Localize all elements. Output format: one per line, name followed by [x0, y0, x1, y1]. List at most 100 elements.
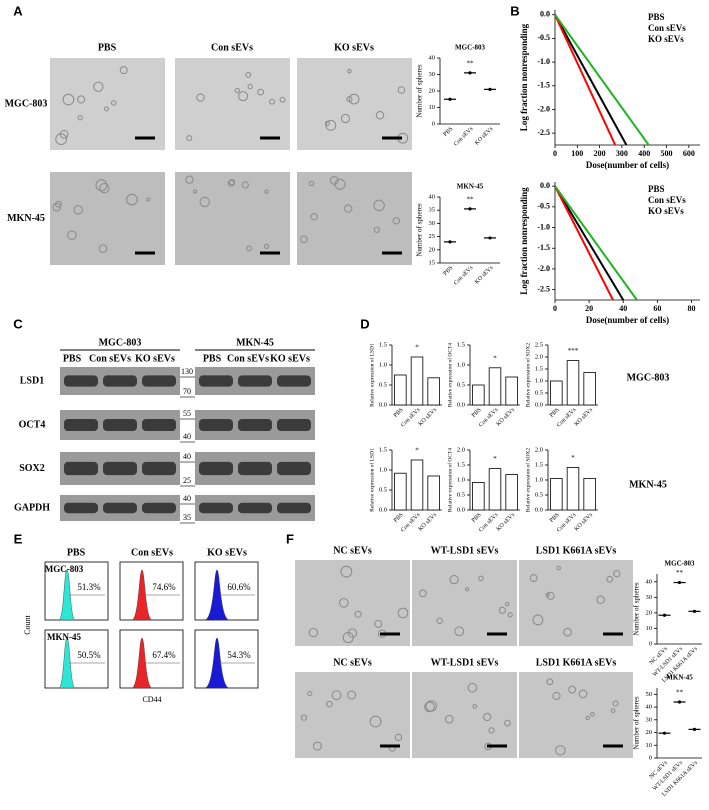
cell-sphere: [77, 115, 83, 121]
bar: [472, 481, 485, 511]
cell-sphere: [307, 691, 313, 697]
blot-band: [103, 502, 137, 514]
cell-sphere: [111, 100, 117, 106]
cell-sphere: [373, 226, 380, 233]
x-tick-label: PBS: [549, 512, 561, 524]
lane-label: Con sEVs: [89, 353, 131, 364]
y-tick-label: 1.5: [379, 446, 387, 453]
cell-sphere: [196, 93, 205, 102]
cell-sphere: [279, 96, 286, 103]
bar: [472, 384, 485, 406]
cell-sphere: [339, 598, 349, 608]
cell-sphere: [308, 180, 315, 187]
blot-band: [238, 502, 272, 514]
x-tick-label: 40: [619, 304, 627, 313]
y-tick-label: 30: [646, 716, 653, 723]
row-label: MKN-45: [7, 213, 45, 224]
y-tick-label: 1.0: [457, 361, 465, 368]
cell-sphere: [241, 181, 249, 189]
blot-band: [103, 375, 137, 387]
y-tick-label: 0.0: [540, 10, 550, 19]
bar: [488, 468, 502, 511]
x-tick-label: 0: [553, 304, 557, 313]
lane-label: KO sEVs: [270, 353, 310, 364]
cell-sphere: [186, 135, 193, 142]
y-tick-label: 0.0: [540, 181, 550, 190]
significance: *: [415, 344, 419, 352]
cell-sphere: [340, 113, 351, 124]
row-label: MKN-45: [629, 479, 667, 490]
panel-letter: B: [510, 3, 519, 18]
blot-band: [64, 461, 98, 476]
histogram-frame: [44, 561, 109, 621]
cell-sphere: [354, 610, 362, 618]
y-tick-label: 1.0: [535, 377, 543, 384]
cell-sphere: [340, 565, 353, 578]
bar: [427, 475, 440, 511]
histogram-frame: [194, 629, 259, 689]
y-tick-label: 10: [646, 742, 653, 749]
mean-dot: [662, 731, 667, 735]
x-tick-label: PBS: [443, 265, 455, 277]
significance: *: [493, 455, 497, 463]
chart-title: MKN-45: [666, 674, 693, 682]
y-tick-label: 1.0: [379, 466, 387, 473]
mw-marker: 25: [183, 476, 191, 485]
column-header: LSD1 K661A sEVs: [536, 545, 617, 556]
bar: [394, 374, 407, 406]
y-tick-label: 40: [646, 578, 653, 585]
mean-dot: [677, 580, 682, 585]
significance: *: [571, 454, 575, 462]
x-axis-label: Dose(number of cells): [586, 160, 669, 170]
x-tick-label: PBS: [393, 407, 405, 419]
y-axis-label: Relative expression of LSD1: [368, 448, 375, 512]
cell-sphere: [369, 715, 382, 728]
cell-sphere: [464, 587, 470, 592]
panel-letter: C: [13, 316, 23, 331]
cell-sphere: [95, 179, 108, 192]
significance: ***: [568, 347, 579, 355]
mw-marker: 55: [183, 409, 191, 418]
cell-sphere: [613, 570, 621, 578]
y-tick-label: -1.5: [537, 81, 550, 90]
blot-band: [238, 461, 272, 476]
blot-band: [238, 375, 272, 387]
column-header: NC sEVs: [333, 545, 372, 556]
mw-marker: 40: [183, 432, 191, 441]
bar: [566, 466, 580, 511]
y-axis-label: Relative expression of OCT4: [446, 448, 453, 513]
cell-sphere: [348, 93, 360, 105]
y-tick-label: 30: [429, 71, 436, 78]
x-tick-label: KO sEVs: [496, 407, 517, 428]
cell-sphere: [55, 133, 68, 146]
legend-entry: PBS: [648, 12, 665, 22]
y-tick-label: 0.0: [457, 401, 465, 408]
histogram-frame: [44, 629, 109, 689]
y-tick-label: 35: [429, 207, 436, 214]
bar: [505, 474, 518, 511]
series-line: [555, 14, 617, 145]
x-tick-label: 200: [594, 149, 606, 158]
y-axis-label: Number of spheres: [633, 582, 641, 636]
blot-band: [64, 419, 98, 431]
cell-sphere: [185, 175, 194, 184]
column-header: Con sEVs: [211, 42, 253, 53]
cell-line-label: MKN-45: [236, 337, 274, 348]
cell-sphere: [329, 175, 339, 185]
cell-sphere: [67, 230, 77, 241]
cell-sphere: [344, 204, 353, 213]
chart-title: MGC-803: [455, 44, 485, 52]
micrograph: [412, 672, 517, 758]
mean-dot: [692, 609, 697, 613]
gate-percentage: 54.3%: [227, 650, 251, 660]
y-axis-label: Relative expression of LSD1: [368, 343, 375, 407]
y-tick-label: -1.5: [537, 243, 550, 252]
legend-entry: KO sEVs: [648, 206, 684, 216]
x-tick-label: 400: [638, 149, 650, 158]
cell-sphere: [308, 627, 319, 638]
cell-sphere: [394, 733, 403, 742]
cell-sphere: [606, 575, 614, 583]
y-tick-label: 0.5: [457, 381, 465, 388]
significance: **: [676, 569, 684, 577]
y-tick-label: 2.5: [535, 341, 543, 348]
